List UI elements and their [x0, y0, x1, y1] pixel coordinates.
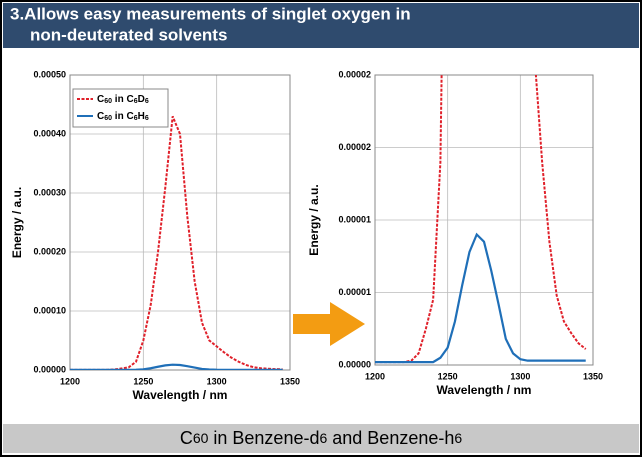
y-tick-label: 0.00040	[33, 128, 66, 138]
x-tick-label: 1250	[438, 371, 458, 381]
header-title: 3.Allows easy measurements of singlet ox…	[10, 4, 411, 23]
x-tick-label: 1300	[207, 376, 227, 386]
y-axis-label: Energy / a.u.	[307, 184, 321, 255]
legend-box	[72, 88, 169, 128]
plot	[70, 115, 283, 370]
y-tick-label: 0.00002	[338, 69, 371, 79]
y-tick-label: 0.00010	[33, 305, 66, 315]
y-tick-label: 0.00020	[33, 246, 66, 256]
footer-caption: C60 in Benzene-d6 and Benzene-h6	[180, 428, 463, 448]
x-tick-label: 1300	[510, 371, 530, 381]
y-tick-label: 0.00001	[338, 287, 371, 297]
legend-label: C60 in C6D6	[97, 94, 149, 105]
y-tick-label: 0.00000	[338, 359, 371, 369]
y-tick-label: 0.00000	[33, 364, 66, 374]
plot-area	[374, 74, 594, 366]
legend-label: C60 in C6H6	[97, 111, 149, 122]
series-line	[70, 115, 283, 370]
x-tick-label: 1200	[365, 371, 385, 381]
series-line	[375, 75, 587, 364]
series-line	[375, 232, 586, 364]
x-axis-label: Wavelength / nm	[133, 388, 228, 402]
header-title: non-deuterated solvents	[30, 25, 227, 44]
y-tick-label: 0.00002	[338, 142, 371, 152]
series-line	[70, 363, 283, 370]
plot-area	[69, 74, 291, 371]
x-tick-label: 1250	[133, 376, 153, 386]
x-tick-label: 1350	[583, 371, 603, 381]
y-tick-label: 0.00030	[33, 187, 66, 197]
y-tick-label: 0.00050	[33, 69, 66, 79]
x-tick-label: 1200	[60, 376, 80, 386]
y-tick-label: 0.00001	[338, 214, 371, 224]
footer-bar	[3, 424, 639, 453]
x-axis-label: Wavelength / nm	[437, 383, 532, 397]
x-tick-label: 1350	[280, 376, 300, 386]
header-bar	[3, 3, 639, 48]
arrow	[293, 302, 365, 346]
plot	[375, 75, 587, 364]
y-axis-label: Energy / a.u.	[10, 187, 24, 258]
